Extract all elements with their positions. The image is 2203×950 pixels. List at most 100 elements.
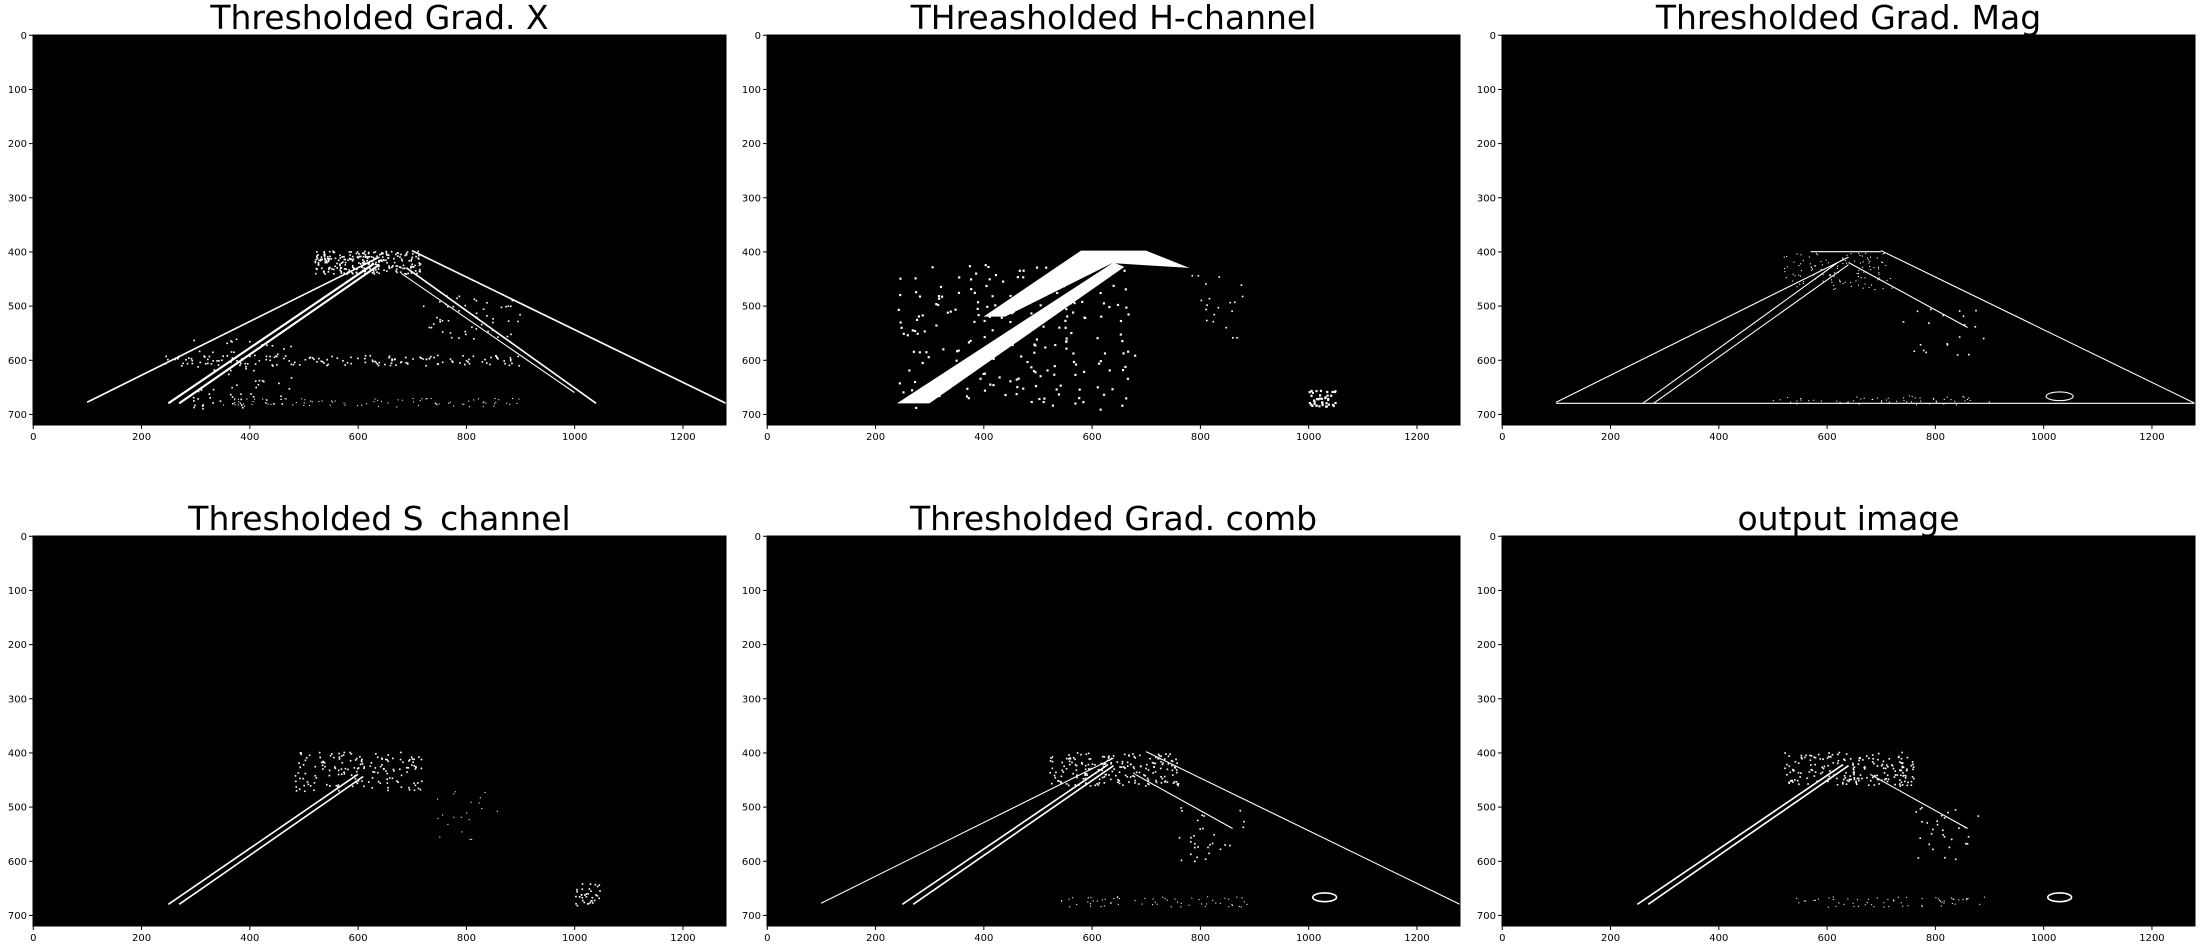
y-tick-label: 500 [8,803,27,814]
x-tick-label: 800 [457,432,476,443]
x-tick-label: 200 [132,933,151,944]
binary-mask [86,249,727,410]
x-tick-label: 800 [1926,432,1945,443]
y-tick-label: 100 [8,85,27,96]
panel-output: output image 0 200 400 600 800 1000 1200 0 100 200… [1477,499,2196,944]
y-tick-label: 400 [742,748,761,759]
x-tick-label: 200 [866,933,885,944]
y-tick-label: 0 [21,532,27,543]
x-tick-label: 0 [1499,432,1505,443]
axis-frame [1501,34,2196,426]
y-tick-label: 600 [1477,356,1496,367]
x-tick-label: 200 [866,432,885,443]
y-tick-label: 300 [742,694,761,705]
y-tick-label: 600 [742,356,761,367]
y-tick-label: 0 [21,31,27,42]
axis-frame [766,535,1461,927]
y-tick-label: 500 [742,302,761,313]
y-tick-label: 400 [8,748,27,759]
x-tick-label: 600 [1083,933,1102,944]
binary-mask [820,751,1461,908]
panel-title: output image [1737,499,1959,538]
binary-mask [1636,751,2073,908]
binary-mask [1555,250,2196,406]
y-tick-label: 0 [755,532,761,543]
x-tick-label: 400 [974,432,993,443]
y-tick-label: 400 [1477,748,1496,759]
x-tick-label: 1200 [2139,432,2164,443]
x-tick-label: 0 [1499,933,1505,944]
y-tick-label: 600 [8,857,27,868]
panel-title: Thresholded Grad. Mag [1655,0,2041,37]
x-tick-label: 1000 [1296,432,1321,443]
x-tick-label: 1200 [670,432,695,443]
panel-title: Thresholded S_channel [187,499,570,538]
x-tick-label: 400 [974,933,993,944]
y-tick-label: 700 [8,410,27,421]
x-tick-label: 0 [30,933,36,944]
image-area [33,35,726,425]
y-tick-label: 200 [742,139,761,150]
binary-mask [167,751,601,907]
y-tick-label: 500 [742,803,761,814]
x-tick-label: 600 [1818,933,1837,944]
x-tick-label: 1000 [2031,432,2056,443]
y-tick-label: 700 [742,410,761,421]
y-tick-label: 100 [742,586,761,597]
x-tick-label: 1000 [1296,933,1321,944]
x-tick-label: 600 [349,933,368,944]
y-tick-label: 100 [742,85,761,96]
y-tick-label: 100 [8,586,27,597]
y-tick-label: 400 [742,247,761,258]
panel-gradx: Thresholded Grad. X0 200 400 600 800 1000 1200… [8,0,727,443]
x-tick-label: 800 [1191,933,1210,944]
x-tick-label: 0 [30,432,36,443]
x-tick-label: 1200 [1404,933,1429,944]
y-tick-label: 200 [742,640,761,651]
x-tick-label: 0 [764,432,770,443]
y-tick-label: 700 [1477,911,1496,922]
y-tick-label: 100 [1477,85,1496,96]
x-tick-label: 400 [1709,432,1728,443]
image-area [1502,536,2195,926]
y-tick-label: 500 [8,302,27,313]
image-area [767,35,1460,425]
x-tick-label: 0 [764,933,770,944]
y-tick-label: 100 [1477,586,1496,597]
y-tick-label: 300 [8,193,27,204]
y-tick-label: 200 [8,139,27,150]
x-tick-label: 800 [457,933,476,944]
x-tick-label: 400 [240,432,259,443]
y-tick-label: 400 [1477,247,1496,258]
image-area [33,536,726,926]
x-tick-label: 1000 [562,933,587,944]
x-tick-label: 600 [1083,432,1102,443]
y-tick-label: 300 [1477,193,1496,204]
y-tick-label: 0 [1490,31,1496,42]
y-tick-label: 300 [742,193,761,204]
x-tick-label: 1000 [562,432,587,443]
y-tick-label: 0 [755,31,761,42]
y-tick-label: 400 [8,247,27,258]
x-tick-label: 200 [132,432,151,443]
x-tick-label: 600 [1818,432,1837,443]
panel-title: Thresholded Grad. X [209,0,548,37]
y-tick-label: 0 [1490,532,1496,543]
y-tick-label: 700 [742,911,761,922]
y-tick-label: 200 [1477,139,1496,150]
y-tick-label: 300 [8,694,27,705]
binary-mask [896,250,1337,411]
axis-frame [32,34,727,426]
y-tick-label: 600 [8,356,27,367]
x-tick-label: 400 [1709,933,1728,944]
image-area [1502,35,2195,425]
x-tick-label: 800 [1926,933,1945,944]
y-tick-label: 700 [1477,410,1496,421]
x-tick-label: 1200 [2139,933,2164,944]
x-tick-label: 600 [349,432,368,443]
axis-frame [32,535,727,927]
